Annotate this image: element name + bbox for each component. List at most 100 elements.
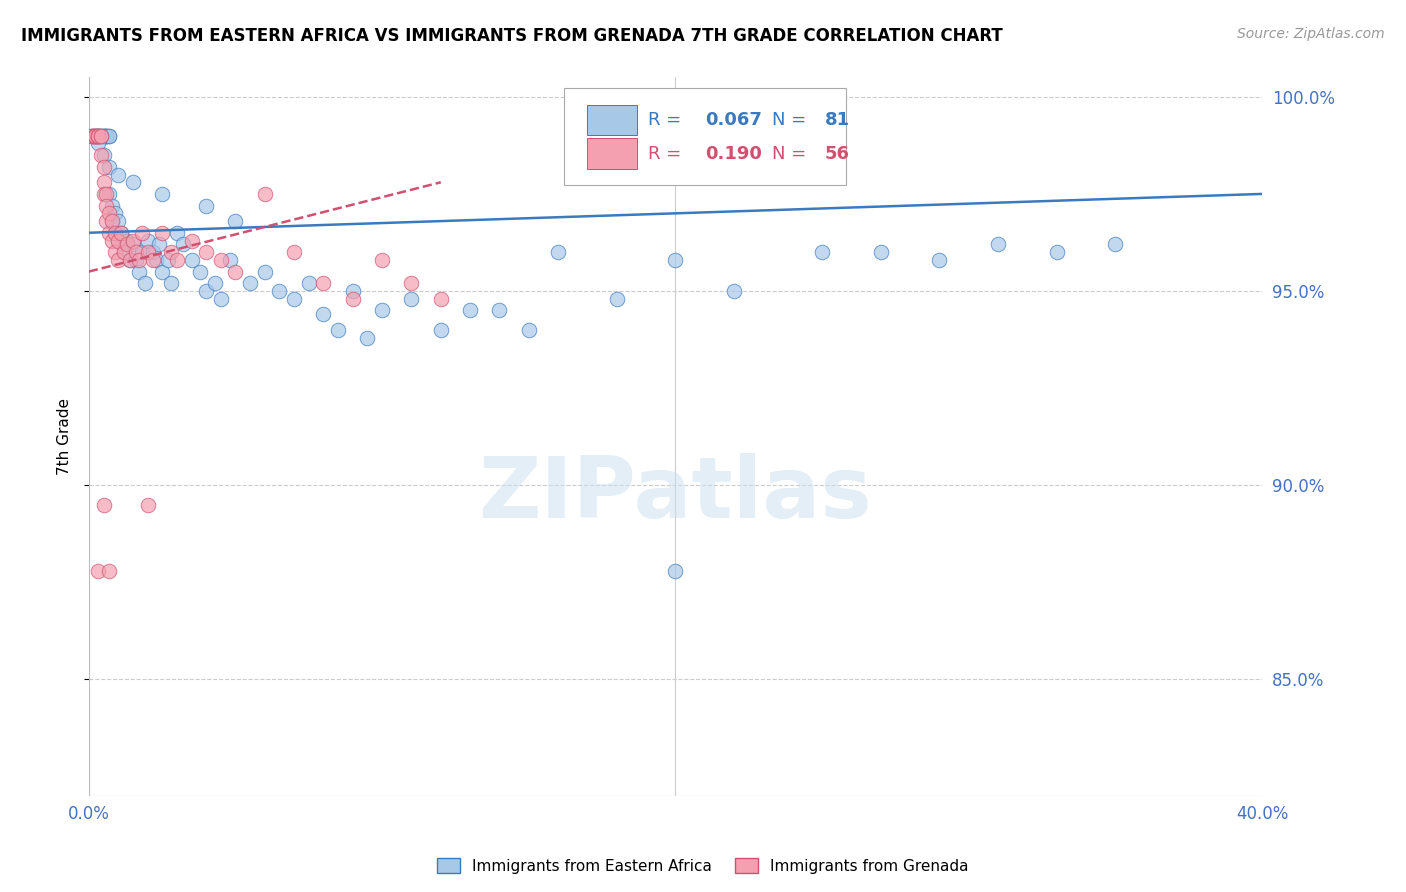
Point xyxy=(142,252,165,267)
Point xyxy=(101,198,124,212)
Point xyxy=(253,264,276,278)
Point xyxy=(98,160,121,174)
Point xyxy=(83,128,105,143)
Point xyxy=(83,128,105,143)
Point xyxy=(131,226,153,240)
Point xyxy=(188,264,211,278)
Point xyxy=(723,284,745,298)
Point xyxy=(430,292,453,306)
Point xyxy=(98,128,121,143)
Point xyxy=(93,186,115,201)
Point xyxy=(80,128,103,143)
Point xyxy=(110,226,132,240)
Point xyxy=(269,284,291,298)
Point xyxy=(157,252,180,267)
Text: Source: ZipAtlas.com: Source: ZipAtlas.com xyxy=(1237,27,1385,41)
Point xyxy=(96,214,118,228)
Point xyxy=(121,175,143,189)
Point xyxy=(90,128,112,143)
Point xyxy=(93,128,115,143)
Point xyxy=(811,245,834,260)
Point xyxy=(93,175,115,189)
Point xyxy=(83,128,105,143)
Point xyxy=(342,284,364,298)
Point xyxy=(104,226,127,240)
Point xyxy=(224,214,246,228)
Point xyxy=(98,564,121,578)
Point xyxy=(128,252,150,267)
Point xyxy=(298,277,321,291)
Point xyxy=(131,245,153,260)
Point xyxy=(150,264,173,278)
Point xyxy=(98,128,121,143)
Point xyxy=(93,128,115,143)
Point xyxy=(1046,245,1069,260)
Point xyxy=(98,206,121,220)
Point xyxy=(664,564,686,578)
FancyBboxPatch shape xyxy=(588,138,637,169)
Point xyxy=(869,245,891,260)
Point xyxy=(458,303,481,318)
Point xyxy=(83,128,105,143)
Point xyxy=(401,292,423,306)
Point xyxy=(606,292,628,306)
Point xyxy=(125,252,148,267)
Point xyxy=(80,128,103,143)
Text: R =: R = xyxy=(648,145,688,162)
Point xyxy=(86,128,108,143)
Point xyxy=(90,128,112,143)
Point xyxy=(96,186,118,201)
Point xyxy=(180,252,202,267)
Point xyxy=(488,303,510,318)
Point xyxy=(112,245,135,260)
Point xyxy=(195,198,218,212)
Text: ZIPatlas: ZIPatlas xyxy=(478,452,872,535)
Point xyxy=(401,277,423,291)
Point xyxy=(283,245,305,260)
Point xyxy=(86,128,108,143)
Point xyxy=(136,245,159,260)
Point xyxy=(204,277,226,291)
Point xyxy=(166,226,188,240)
Point xyxy=(110,226,132,240)
Point xyxy=(80,128,103,143)
Point xyxy=(371,303,394,318)
Point xyxy=(118,252,141,267)
Point xyxy=(312,277,335,291)
Point xyxy=(101,214,124,228)
Point xyxy=(134,277,156,291)
Point xyxy=(93,148,115,162)
Point xyxy=(90,148,112,162)
Point xyxy=(195,245,218,260)
Point xyxy=(150,226,173,240)
Point xyxy=(224,264,246,278)
Point xyxy=(90,128,112,143)
Point xyxy=(93,498,115,512)
Point xyxy=(93,160,115,174)
Point xyxy=(86,136,108,151)
Point xyxy=(107,234,129,248)
Point xyxy=(136,498,159,512)
Point xyxy=(328,323,350,337)
Point xyxy=(115,237,138,252)
Text: 81: 81 xyxy=(824,111,849,128)
Point xyxy=(101,234,124,248)
Point xyxy=(253,186,276,201)
Point xyxy=(96,128,118,143)
Point xyxy=(195,284,218,298)
Point xyxy=(98,186,121,201)
Point xyxy=(80,128,103,143)
Point xyxy=(371,252,394,267)
Point xyxy=(160,245,183,260)
Point xyxy=(209,292,232,306)
Point xyxy=(664,252,686,267)
Point xyxy=(86,128,108,143)
Point xyxy=(86,564,108,578)
Text: R =: R = xyxy=(648,111,688,128)
Point xyxy=(98,226,121,240)
Point xyxy=(101,214,124,228)
Point xyxy=(86,128,108,143)
Point xyxy=(96,128,118,143)
Point xyxy=(125,245,148,260)
Point xyxy=(121,234,143,248)
